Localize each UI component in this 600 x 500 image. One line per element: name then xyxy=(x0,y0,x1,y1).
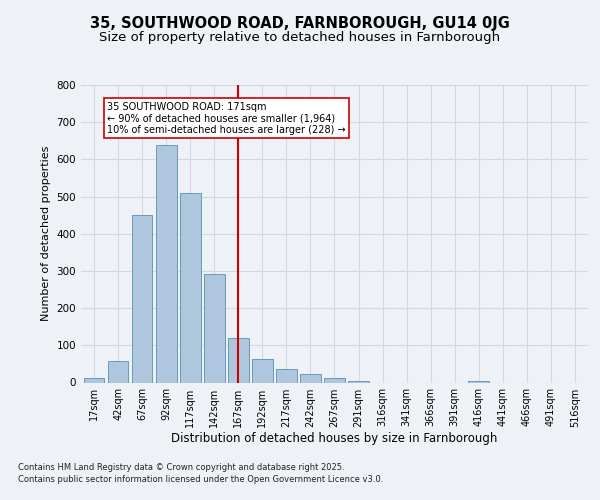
Y-axis label: Number of detached properties: Number of detached properties xyxy=(41,146,51,322)
Bar xyxy=(156,144,176,382)
Bar xyxy=(252,359,272,382)
Bar xyxy=(108,362,128,382)
Text: 35, SOUTHWOOD ROAD, FARNBOROUGH, GU14 0JG: 35, SOUTHWOOD ROAD, FARNBOROUGH, GU14 0J… xyxy=(90,16,510,31)
Bar xyxy=(469,380,489,382)
Text: Contains public sector information licensed under the Open Government Licence v3: Contains public sector information licen… xyxy=(18,475,383,484)
Text: Contains HM Land Registry data © Crown copyright and database right 2025.: Contains HM Land Registry data © Crown c… xyxy=(18,462,344,471)
Bar xyxy=(228,338,248,382)
Bar xyxy=(324,378,345,382)
Bar xyxy=(300,374,320,382)
Bar xyxy=(204,274,224,382)
Bar xyxy=(84,378,104,382)
X-axis label: Distribution of detached houses by size in Farnborough: Distribution of detached houses by size … xyxy=(172,432,497,446)
Bar xyxy=(276,368,296,382)
Text: Size of property relative to detached houses in Farnborough: Size of property relative to detached ho… xyxy=(100,31,500,44)
Bar xyxy=(180,193,200,382)
Text: 35 SOUTHWOOD ROAD: 171sqm
← 90% of detached houses are smaller (1,964)
10% of se: 35 SOUTHWOOD ROAD: 171sqm ← 90% of detac… xyxy=(107,102,346,135)
Bar xyxy=(132,215,152,382)
